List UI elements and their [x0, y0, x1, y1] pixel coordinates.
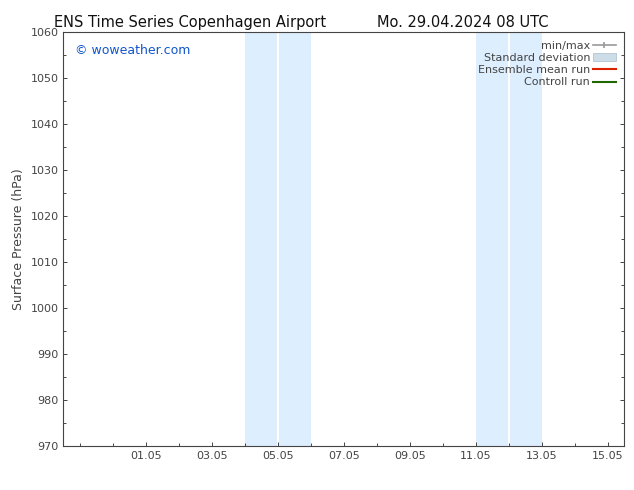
- Text: ENS Time Series Copenhagen Airport: ENS Time Series Copenhagen Airport: [54, 15, 327, 30]
- Text: Mo. 29.04.2024 08 UTC: Mo. 29.04.2024 08 UTC: [377, 15, 548, 30]
- Bar: [509, 32, 542, 446]
- Bar: [476, 32, 509, 446]
- Bar: [278, 32, 311, 446]
- Y-axis label: Surface Pressure (hPa): Surface Pressure (hPa): [12, 168, 25, 310]
- Legend: min/max, Standard deviation, Ensemble mean run, Controll run: min/max, Standard deviation, Ensemble me…: [474, 37, 619, 91]
- Bar: [245, 32, 278, 446]
- Text: © woweather.com: © woweather.com: [75, 44, 190, 57]
